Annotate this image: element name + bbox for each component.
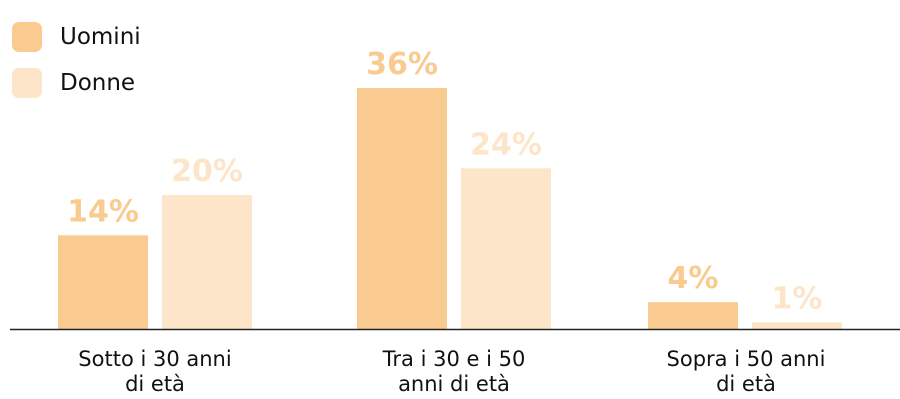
category-label-line: Sopra i 50 anni <box>666 347 826 371</box>
category-label-under-30: Sotto i 30 anni di età <box>45 347 265 397</box>
legend-label-uomini: Uomini <box>60 24 141 50</box>
legend-swatch-donne <box>12 68 42 98</box>
data-label-donne-0: 20% <box>171 154 243 189</box>
data-label-uomini-2: 4% <box>668 261 719 296</box>
data-label-uomini-1: 36% <box>366 47 438 82</box>
legend-label-donne: Donne <box>60 70 136 96</box>
bar-uomini-2 <box>648 302 738 329</box>
category-label-30-50: Tra i 30 e i 50 anni di età <box>344 347 564 397</box>
legend-item-uomini: Uomini <box>12 14 141 60</box>
bar-donne-0 <box>162 195 252 329</box>
category-label-line: Tra i 30 e i 50 <box>382 347 526 371</box>
data-label-donne-1: 24% <box>470 127 542 162</box>
bar-uomini-0 <box>58 235 148 329</box>
category-label-over-50: Sopra i 50 anni di età <box>636 347 856 397</box>
category-label-line: anni di età <box>398 372 510 396</box>
legend: Uomini Donne <box>12 14 141 106</box>
bar-donne-2 <box>752 322 842 329</box>
category-label-line: di età <box>716 372 776 396</box>
data-label-donne-2: 1% <box>772 281 823 316</box>
category-label-line: di età <box>125 372 185 396</box>
bar-donne-1 <box>461 168 551 329</box>
bar-uomini-1 <box>357 88 447 329</box>
legend-item-donne: Donne <box>12 60 141 106</box>
category-label-line: Sotto i 30 anni <box>78 347 232 371</box>
legend-swatch-uomini <box>12 22 42 52</box>
data-label-uomini-0: 14% <box>67 194 139 229</box>
